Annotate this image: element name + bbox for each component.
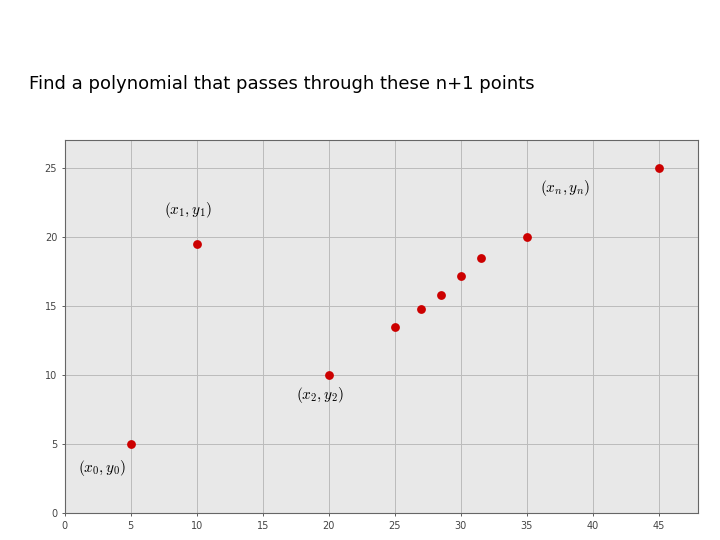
Text: $(x_2, y_2)$: $(x_2, y_2)$ [296, 386, 344, 406]
Text: Find a polynomial that passes through these n+1 points: Find a polynomial that passes through th… [29, 75, 534, 93]
Text: $(x_1, y_1)$: $(x_1, y_1)$ [164, 200, 212, 220]
Text: $(x_n, y_n)$: $(x_n, y_n)$ [540, 178, 590, 198]
Text: Interpolation and the Lagrange Polynomials: Interpolation and the Lagrange Polynomia… [119, 22, 392, 35]
Text: $(x_0, y_0)$: $(x_0, y_0)$ [78, 458, 126, 478]
Point [125, 440, 137, 448]
Point [475, 253, 487, 262]
Point [191, 240, 202, 248]
Point [415, 305, 427, 313]
Point [653, 164, 665, 172]
Point [323, 370, 335, 379]
Point [455, 271, 467, 280]
Point [389, 322, 400, 331]
Point [435, 291, 446, 299]
Text: Sec: 3.1: Sec: 3.1 [16, 18, 116, 38]
Point [521, 233, 533, 241]
